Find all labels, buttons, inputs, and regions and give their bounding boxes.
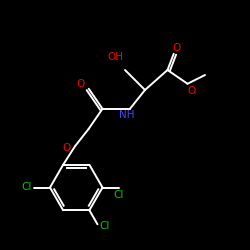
- Text: O: O: [172, 43, 181, 53]
- Text: Cl: Cl: [21, 182, 32, 192]
- Text: Cl: Cl: [114, 190, 124, 200]
- Text: OH: OH: [107, 52, 123, 62]
- Text: O: O: [62, 143, 70, 153]
- Text: O: O: [76, 79, 84, 89]
- Text: NH: NH: [118, 110, 134, 120]
- Text: Cl: Cl: [100, 220, 110, 230]
- Text: O: O: [187, 86, 196, 96]
